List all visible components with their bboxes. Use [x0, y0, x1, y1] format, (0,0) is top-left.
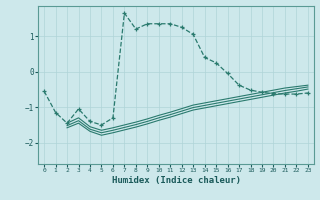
X-axis label: Humidex (Indice chaleur): Humidex (Indice chaleur): [111, 176, 241, 185]
